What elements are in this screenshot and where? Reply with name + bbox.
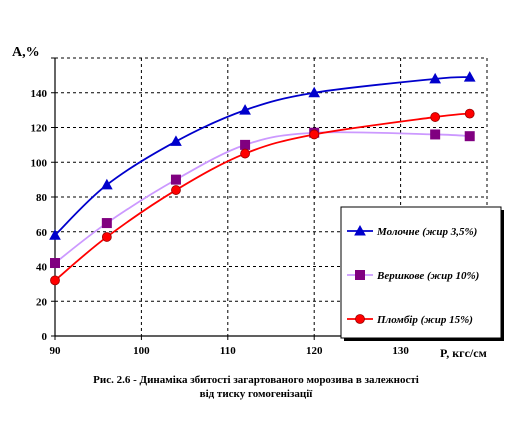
legend-item-plombir: Пломбір (жир 15%) (347, 314, 473, 326)
x-tick-labels: 90 100 110 120 130 (50, 345, 410, 357)
figure-caption-line1: Рис. 2.6 - Динаміка збитості загартовано… (93, 374, 419, 386)
legend-item-cream: Вершкове (жир 10%) (347, 270, 479, 282)
y-tick-label: 60 (36, 227, 48, 239)
data-point-milk (463, 71, 476, 82)
legend-marker-cream (355, 270, 365, 280)
data-point-cream (101, 218, 112, 229)
x-tick-label: 110 (220, 345, 236, 357)
y-tick-label: 20 (36, 296, 48, 308)
figure-caption-line2: від тиску гомогенізації (200, 388, 314, 400)
data-series (49, 71, 476, 286)
x-tick-label: 90 (50, 345, 62, 357)
grid-lines (55, 57, 488, 336)
data-point-cream (240, 139, 251, 150)
y-tick-label: 80 (36, 192, 48, 204)
legend-item-milk: Молочне (жир 3,5%) (347, 224, 477, 238)
data-point-milk (100, 178, 113, 190)
data-point-cream (170, 174, 181, 185)
x-axis-label: P, кгс/см (440, 346, 487, 360)
y-tick-label: 40 (36, 262, 48, 274)
y-tick-labels: 0 20 40 60 80 100 120 140 (31, 88, 48, 343)
data-point-plombir (171, 185, 181, 195)
y-tick-label: 0 (42, 331, 48, 343)
legend-label-cream: Вершкове (жир 10%) (376, 270, 479, 282)
series-plombir (50, 108, 475, 286)
x-tick-label: 100 (133, 345, 150, 357)
legend-box (340, 206, 502, 339)
data-point-plombir (101, 232, 112, 242)
legend-label-plombir: Пломбір (жир 15%) (376, 314, 473, 326)
y-tick-label: 140 (31, 88, 48, 100)
x-tick-label: 120 (306, 345, 323, 357)
legend-marker-plombir (355, 314, 365, 324)
y-tick-label: 100 (31, 157, 48, 169)
legend-marker-milk (354, 224, 366, 236)
series-milk (49, 71, 476, 240)
legend-label-milk: Молочне (жир 3,5%) (376, 226, 477, 238)
data-point-milk (170, 135, 182, 146)
legend: Молочне (жир 3,5%) Вершкове (жир 10%) Плом… (340, 206, 504, 341)
y-axis-label: А,% (12, 45, 40, 60)
data-point-milk (239, 104, 251, 115)
y-tick-label: 120 (31, 123, 48, 135)
data-point-plombir (430, 112, 441, 122)
data-point-milk (49, 229, 61, 240)
data-point-plombir (309, 129, 320, 140)
data-point-cream (430, 129, 441, 140)
data-point-plombir (240, 148, 250, 159)
data-point-cream (464, 131, 475, 142)
data-point-milk (308, 86, 321, 98)
data-point-plombir (50, 275, 60, 286)
data-point-plombir (464, 108, 475, 119)
data-point-milk (429, 72, 442, 84)
data-point-cream (50, 258, 60, 269)
x-tick-label: 130 (392, 345, 409, 357)
